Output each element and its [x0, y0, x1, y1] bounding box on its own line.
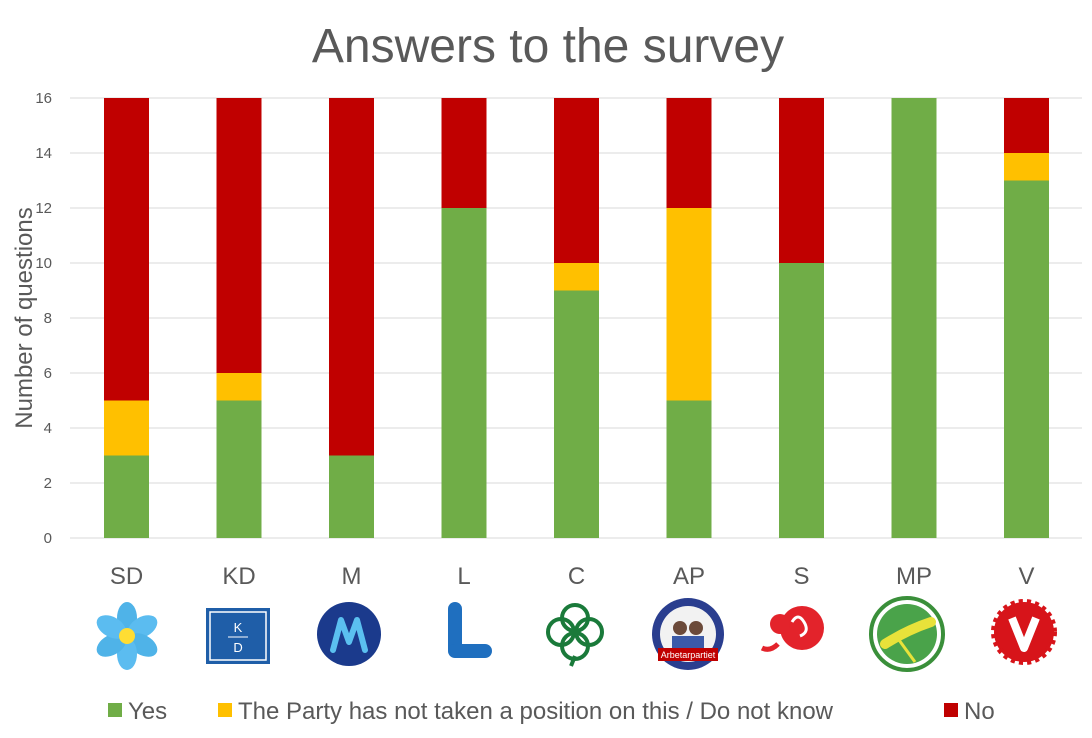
legend-swatch: [218, 703, 232, 717]
category-label: L: [457, 563, 470, 590]
blue-flower-logo: [96, 602, 158, 670]
bar-segment-l: [441, 98, 487, 208]
y-tick-label: 2: [44, 475, 52, 492]
y-tick-label: 8: [44, 310, 52, 327]
bar-segment-l: [441, 208, 487, 538]
svg-text:K: K: [234, 620, 243, 635]
y-tick-label: 6: [44, 365, 52, 382]
bar-segment-v: [1004, 180, 1049, 538]
bar-segment-m: [329, 98, 374, 456]
bar-segment-kd: [216, 400, 262, 538]
svg-text:D: D: [233, 640, 242, 655]
bar-segment-sd: [104, 455, 149, 538]
category-label: V: [1018, 563, 1034, 590]
y-axis-label: Number of questions: [11, 207, 38, 428]
party-logos: K D Arbetarp: [96, 596, 1057, 672]
bar-segment-sd: [104, 400, 149, 456]
bar-segment-ap: [666, 400, 712, 538]
bar-segment-kd: [216, 98, 262, 373]
red-v-logo: [991, 599, 1057, 665]
y-tick-label: 10: [35, 255, 52, 272]
bar-segment-s: [779, 263, 824, 538]
bar-segment-c: [554, 290, 599, 538]
category-label: S: [793, 563, 809, 590]
bar-segment-v: [1004, 153, 1049, 181]
category-label: KD: [222, 563, 255, 590]
y-tick-label: 16: [35, 90, 52, 107]
category-label: C: [568, 563, 585, 590]
category-label: AP: [673, 563, 705, 590]
bar-segment-ap: [666, 208, 712, 401]
kd-square-logo: K D: [206, 608, 270, 664]
bar-segment-c: [554, 263, 599, 291]
y-tick-label: 12: [35, 200, 52, 217]
y-axis-ticks: 0 2 4 6 8 10 12 14 16: [35, 90, 52, 547]
legend-label: The Party has not taken a position on th…: [238, 698, 834, 725]
bar-segment-mp: [891, 98, 937, 538]
red-rose-logo: [760, 606, 824, 652]
chart-title: Answers to the survey: [312, 20, 784, 73]
dandelion-logo: [869, 596, 945, 672]
l-letter-logo: [448, 602, 492, 658]
legend: Yes The Party has not taken a position on…: [108, 698, 995, 725]
y-tick-label: 4: [44, 420, 52, 437]
bar-segment-kd: [216, 373, 262, 401]
arbetarpartiet-badge-logo: Arbetarpartiet: [652, 598, 724, 670]
bar-segment-sd: [104, 98, 149, 401]
y-tick-label: 0: [44, 530, 52, 547]
bar-segment-ap: [666, 98, 712, 208]
y-tick-label: 14: [35, 145, 52, 162]
legend-label: Yes: [128, 698, 167, 725]
bars: [104, 98, 1049, 538]
category-label: SD: [110, 563, 143, 590]
bar-segment-v: [1004, 98, 1049, 153]
m-circle-logo: [317, 602, 381, 666]
bar-segment-m: [329, 455, 374, 538]
bar-segment-c: [554, 98, 599, 263]
legend-swatch: [108, 703, 122, 717]
x-axis-categories: SD KD M L C AP S MP V: [110, 563, 1035, 590]
category-label: MP: [896, 563, 932, 590]
legend-label: No: [964, 698, 995, 725]
category-label: M: [342, 563, 362, 590]
svg-text:Arbetarpartiet: Arbetarpartiet: [661, 650, 716, 660]
legend-swatch: [944, 703, 958, 717]
four-leaf-clover-logo: [546, 603, 604, 667]
bar-segment-s: [779, 98, 824, 263]
